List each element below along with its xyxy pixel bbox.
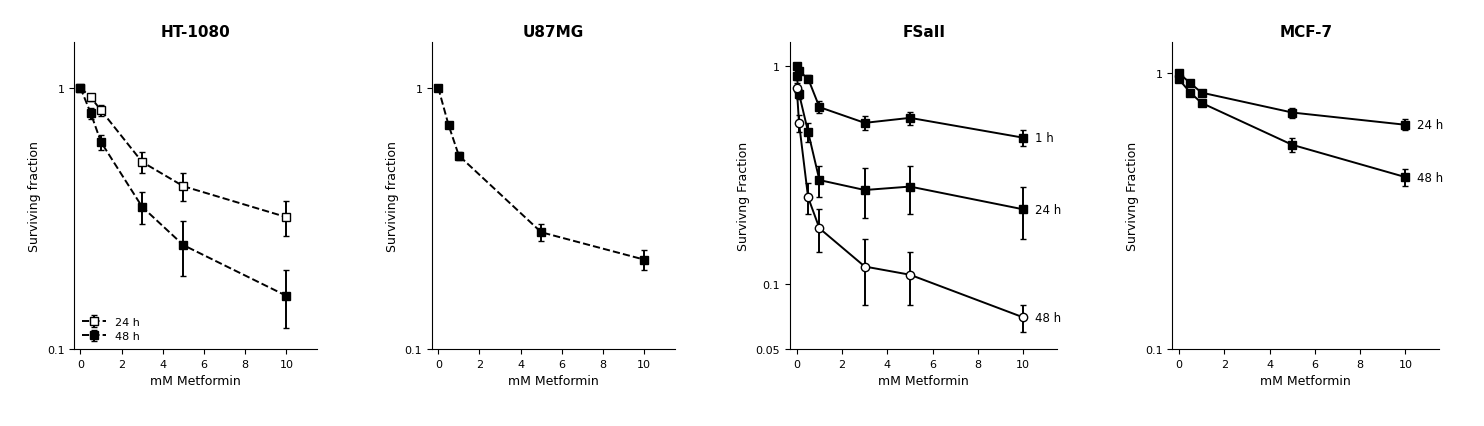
Legend: 24 h, 48 h: 24 h, 48 h: [80, 315, 142, 344]
X-axis label: mM Metformin: mM Metformin: [150, 374, 240, 388]
Text: 24 h: 24 h: [1034, 203, 1061, 216]
Text: 48 h: 48 h: [1417, 171, 1442, 184]
Y-axis label: Survivng Fraction: Survivng Fraction: [1126, 141, 1140, 250]
Title: FSaII: FSaII: [902, 25, 945, 40]
Text: 48 h: 48 h: [1034, 311, 1061, 324]
Text: 24 h: 24 h: [1417, 119, 1442, 132]
Text: 1 h: 1 h: [1034, 132, 1054, 145]
X-axis label: mM Metformin: mM Metformin: [1260, 374, 1352, 388]
Y-axis label: Surviving fraction: Surviving fraction: [386, 141, 399, 251]
X-axis label: mM Metformin: mM Metformin: [879, 374, 969, 388]
X-axis label: mM Metformin: mM Metformin: [508, 374, 600, 388]
Title: U87MG: U87MG: [522, 25, 585, 40]
Y-axis label: Surviving fraction: Surviving fraction: [28, 141, 42, 251]
Y-axis label: Survivng Fraction: Survivng Fraction: [738, 141, 749, 250]
Title: MCF-7: MCF-7: [1279, 25, 1333, 40]
Title: HT-1080: HT-1080: [160, 25, 230, 40]
